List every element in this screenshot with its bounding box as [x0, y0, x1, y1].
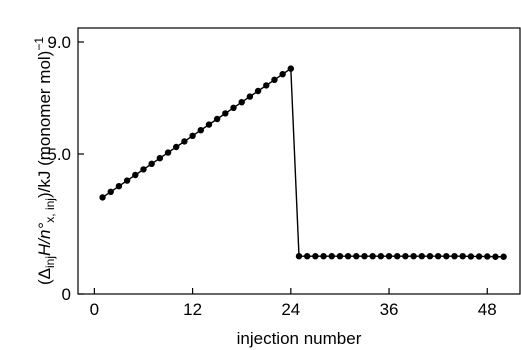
- data-point: [484, 253, 491, 260]
- x-tick-label: 12: [183, 300, 202, 319]
- data-point: [238, 99, 245, 106]
- data-point: [418, 253, 425, 260]
- data-point: [320, 253, 327, 260]
- data-point: [254, 87, 262, 95]
- plot-frame: [77, 27, 521, 295]
- y-tick-label: 0: [62, 285, 71, 304]
- data-point: [230, 104, 237, 112]
- y-tick-label: 9.0: [47, 33, 71, 52]
- data-point: [492, 253, 499, 260]
- data-point: [443, 253, 450, 260]
- data-point: [123, 177, 131, 184]
- series-layer: [99, 65, 507, 260]
- data-point: [385, 253, 393, 260]
- x-tick-label: 24: [281, 300, 300, 319]
- data-point: [164, 149, 172, 156]
- data-point: [303, 253, 311, 260]
- data-point: [312, 253, 319, 260]
- data-point: [328, 253, 335, 260]
- data-point: [394, 253, 401, 260]
- y-axis-ticks: 0 5.0 9.0: [47, 33, 84, 304]
- data-point: [467, 253, 475, 260]
- y-tick-label: 5.0: [47, 145, 71, 164]
- data-point: [287, 65, 295, 72]
- data-point: [344, 253, 352, 260]
- data-point: [263, 82, 270, 89]
- data-point: [205, 121, 213, 128]
- data-point: [459, 253, 466, 260]
- data-point: [181, 138, 188, 145]
- data-point: [132, 171, 139, 179]
- data-point: [475, 253, 483, 260]
- data-point: [173, 143, 180, 151]
- data-point: [295, 253, 303, 260]
- data-point: [271, 76, 278, 84]
- data-point: [434, 253, 442, 260]
- data-point: [246, 93, 254, 100]
- data-point: [410, 253, 417, 260]
- data-point: [426, 253, 434, 260]
- x-axis-ticks: 0 12 24 36 48: [90, 288, 497, 319]
- data-point: [279, 71, 286, 78]
- data-point: [353, 253, 360, 260]
- x-tick-label: 0: [90, 300, 99, 319]
- data-point: [377, 253, 385, 260]
- data-point: [361, 253, 368, 260]
- data-point: [369, 253, 376, 260]
- data-point: [336, 253, 344, 260]
- y-axis-label: (ΔinjH/n°x, inj)/kJ (monomer mol)−1: [32, 37, 57, 285]
- data-point: [107, 188, 114, 195]
- data-point: [500, 253, 507, 260]
- series-line: [102, 67, 504, 258]
- data-point: [402, 253, 409, 260]
- x-tick-label: 48: [478, 300, 497, 319]
- data-point: [156, 155, 164, 162]
- x-tick-label: 36: [380, 300, 399, 319]
- data-point: [451, 253, 458, 260]
- data-point: [140, 166, 147, 173]
- data-point: [115, 183, 123, 190]
- data-point: [222, 110, 229, 117]
- x-axis-label: injection number: [237, 329, 362, 348]
- data-point: [197, 127, 204, 134]
- data-point: [189, 132, 196, 139]
- data-point: [148, 160, 155, 167]
- data-point: [213, 115, 221, 123]
- data-point: [99, 194, 106, 201]
